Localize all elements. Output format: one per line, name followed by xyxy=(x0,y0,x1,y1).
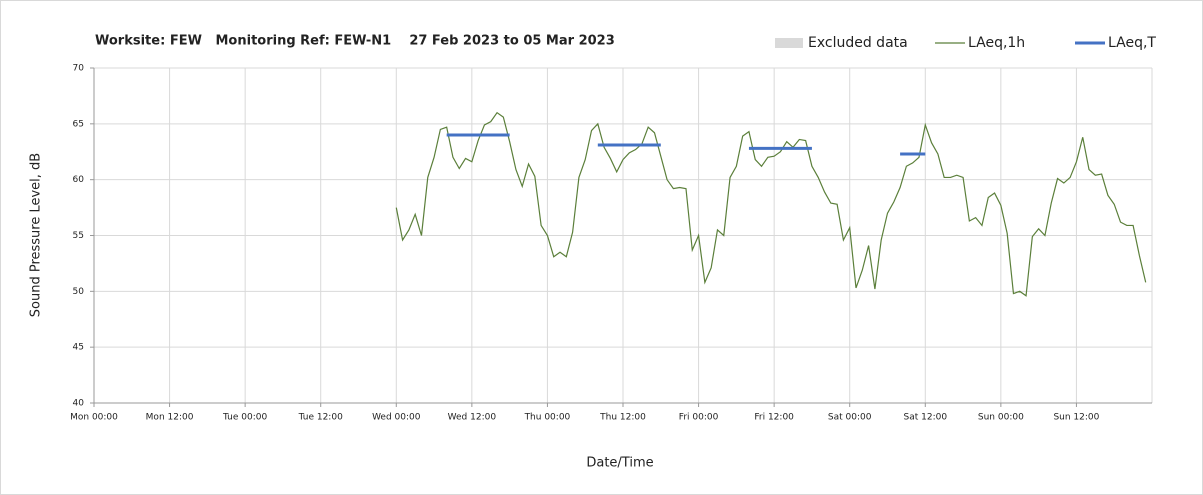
x-tick-label: Sun 00:00 xyxy=(978,413,1024,423)
legend-swatch xyxy=(775,38,803,48)
x-tick-label: Tue 00:00 xyxy=(222,413,267,423)
x-tick-label: Thu 00:00 xyxy=(524,413,571,423)
y-tick-label: 65 xyxy=(73,119,84,129)
x-tick-label: Mon 12:00 xyxy=(146,413,194,423)
legend-label: LAeq,1h xyxy=(968,35,1025,51)
y-axis-label: Sound Pressure Level, dB xyxy=(29,153,44,317)
chart-title: Worksite: FEW Monitoring Ref: FEW-N1 27 … xyxy=(95,34,615,49)
x-tick-label: Thu 12:00 xyxy=(599,413,646,423)
y-tick-label: 60 xyxy=(73,175,85,185)
y-tick-label: 55 xyxy=(73,231,84,241)
x-tick-label: Fri 00:00 xyxy=(679,413,719,423)
y-tick-label: 40 xyxy=(73,399,85,409)
y-tick-label: 50 xyxy=(73,287,85,297)
data-line xyxy=(395,111,1147,297)
y-tick-label: 45 xyxy=(73,343,84,353)
x-tick-label: Sun 12:00 xyxy=(1053,413,1099,423)
x-tick-label: Wed 00:00 xyxy=(372,413,421,423)
x-tick-label: Tue 12:00 xyxy=(298,413,343,423)
x-tick-label: Sat 12:00 xyxy=(904,413,948,423)
x-tick-label: Wed 12:00 xyxy=(448,413,497,423)
x-tick-label: Mon 00:00 xyxy=(70,413,118,423)
legend-label: Excluded data xyxy=(808,35,908,51)
x-tick-label: Sat 00:00 xyxy=(828,413,872,423)
x-tick-label: Fri 12:00 xyxy=(754,413,794,423)
y-tick-label: 70 xyxy=(73,64,85,74)
x-axis-label: Date/Time xyxy=(586,456,653,471)
legend-label: LAeq,T xyxy=(1108,35,1156,51)
